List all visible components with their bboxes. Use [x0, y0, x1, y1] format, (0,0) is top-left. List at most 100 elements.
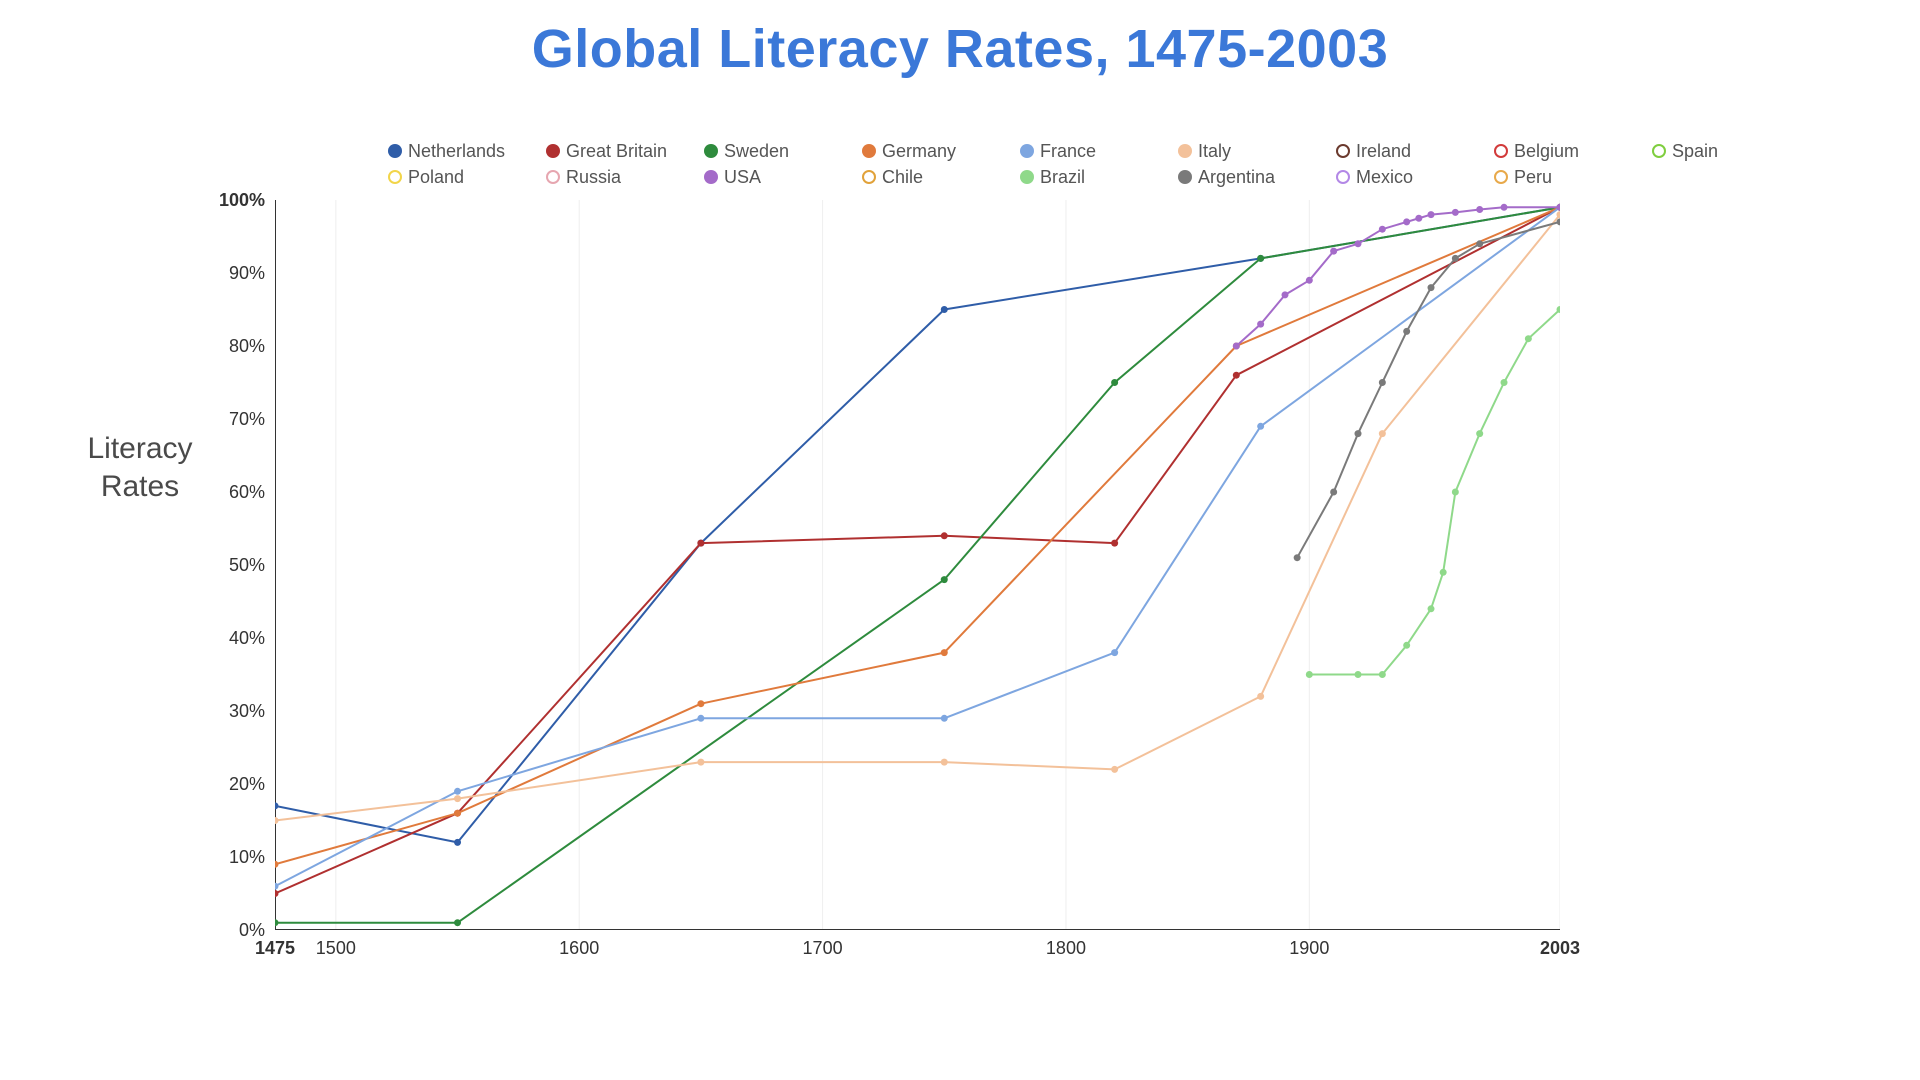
- legend-swatch-icon: [704, 144, 718, 158]
- series-marker: [1257, 693, 1264, 700]
- legend-swatch-icon: [546, 144, 560, 158]
- legend-item: Germany: [862, 141, 1010, 162]
- legend-item: Russia: [546, 167, 694, 188]
- series-marker: [1452, 209, 1459, 216]
- legend-row: Netherlands Great Britain Sweden Germany Fra…: [388, 138, 1810, 164]
- legend-label: Brazil: [1040, 167, 1085, 188]
- legend-label: Sweden: [724, 141, 789, 162]
- series-marker: [1501, 379, 1508, 386]
- series-marker: [1415, 215, 1422, 222]
- series-marker: [1306, 671, 1313, 678]
- series-marker: [454, 919, 461, 926]
- legend-swatch-icon: [388, 170, 402, 184]
- series-marker: [941, 759, 948, 766]
- legend-label: Peru: [1514, 167, 1552, 188]
- y-tick-label: 30%: [205, 701, 265, 722]
- series-marker: [1379, 671, 1386, 678]
- y-tick-label: 20%: [205, 774, 265, 795]
- legend-item: Brazil: [1020, 167, 1168, 188]
- legend-swatch-icon: [1336, 144, 1350, 158]
- series-marker: [1294, 554, 1301, 561]
- series-marker: [1111, 379, 1118, 386]
- line-chart-plot: [275, 200, 1560, 930]
- series-marker: [275, 861, 279, 868]
- series-marker: [1403, 642, 1410, 649]
- series-marker: [1355, 671, 1362, 678]
- series-marker: [454, 810, 461, 817]
- series-marker: [1428, 284, 1435, 291]
- series-line: [275, 215, 1560, 821]
- legend-label: Germany: [882, 141, 956, 162]
- series-marker: [1330, 489, 1337, 496]
- series-marker: [1403, 218, 1410, 225]
- chart-slide: Global Literacy Rates, 1475-2003 Literac…: [0, 0, 1920, 1080]
- legend-item: Belgium: [1494, 141, 1642, 162]
- series-marker: [1306, 277, 1313, 284]
- series-marker: [1440, 569, 1447, 576]
- series-marker: [1111, 649, 1118, 656]
- legend-item: Netherlands: [388, 141, 536, 162]
- series-marker: [941, 715, 948, 722]
- legend-row: PolandRussiaUSAChileBrazilArgentinaMexic…: [388, 164, 1810, 190]
- legend-swatch-icon: [1020, 144, 1034, 158]
- legend-swatch-icon: [704, 170, 718, 184]
- series-marker: [1452, 489, 1459, 496]
- y-tick-label: 90%: [205, 263, 265, 284]
- series-line: [275, 207, 1560, 886]
- legend-swatch-icon: [1178, 170, 1192, 184]
- legend-swatch-icon: [1494, 170, 1508, 184]
- y-tick-label: 60%: [205, 482, 265, 503]
- series-marker: [275, 802, 279, 809]
- series-marker: [1452, 255, 1459, 262]
- series-marker: [1403, 328, 1410, 335]
- x-tick-label: 1500: [306, 938, 366, 959]
- series-marker: [697, 540, 704, 547]
- series-marker: [1233, 343, 1240, 350]
- legend-item: Spain: [1652, 141, 1800, 162]
- series-marker: [1476, 206, 1483, 213]
- x-tick-label: 1900: [1279, 938, 1339, 959]
- series-marker: [454, 839, 461, 846]
- legend-item: Italy: [1178, 141, 1326, 162]
- series-marker: [697, 715, 704, 722]
- y-tick-label: 80%: [205, 336, 265, 357]
- legend-label: Poland: [408, 167, 464, 188]
- legend-label: Netherlands: [408, 141, 505, 162]
- legend-label: USA: [724, 167, 761, 188]
- series-marker: [1257, 321, 1264, 328]
- legend-swatch-icon: [862, 170, 876, 184]
- legend-label: France: [1040, 141, 1096, 162]
- legend-swatch-icon: [1652, 144, 1666, 158]
- series-marker: [941, 306, 948, 313]
- series-marker: [1281, 291, 1288, 298]
- series-marker: [941, 576, 948, 583]
- series-marker: [1476, 430, 1483, 437]
- series-marker: [1428, 605, 1435, 612]
- legend-item: Chile: [862, 167, 1010, 188]
- series-marker: [1379, 226, 1386, 233]
- y-tick-label: 40%: [205, 628, 265, 649]
- y-tick-label: 70%: [205, 409, 265, 430]
- legend-swatch-icon: [546, 170, 560, 184]
- series-marker: [1233, 372, 1240, 379]
- legend-item: USA: [704, 167, 852, 188]
- x-tick-label: 2003: [1530, 938, 1590, 959]
- legend-label: Great Britain: [566, 141, 667, 162]
- legend-label: Spain: [1672, 141, 1718, 162]
- series-marker: [1330, 248, 1337, 255]
- series-marker: [697, 700, 704, 707]
- y-tick-label: 50%: [205, 555, 265, 576]
- series-marker: [1525, 335, 1532, 342]
- x-tick-label: 1600: [549, 938, 609, 959]
- series-line: [275, 207, 1560, 922]
- y-axis-label: Literacy Rates: [60, 430, 220, 505]
- series-marker: [697, 759, 704, 766]
- legend-swatch-icon: [1336, 170, 1350, 184]
- legend-swatch-icon: [862, 144, 876, 158]
- x-tick-label: 1800: [1036, 938, 1096, 959]
- y-tick-label: 100%: [205, 190, 265, 211]
- legend-item: Argentina: [1178, 167, 1326, 188]
- x-tick-label: 1700: [793, 938, 853, 959]
- series-marker: [1355, 240, 1362, 247]
- legend-swatch-icon: [1178, 144, 1192, 158]
